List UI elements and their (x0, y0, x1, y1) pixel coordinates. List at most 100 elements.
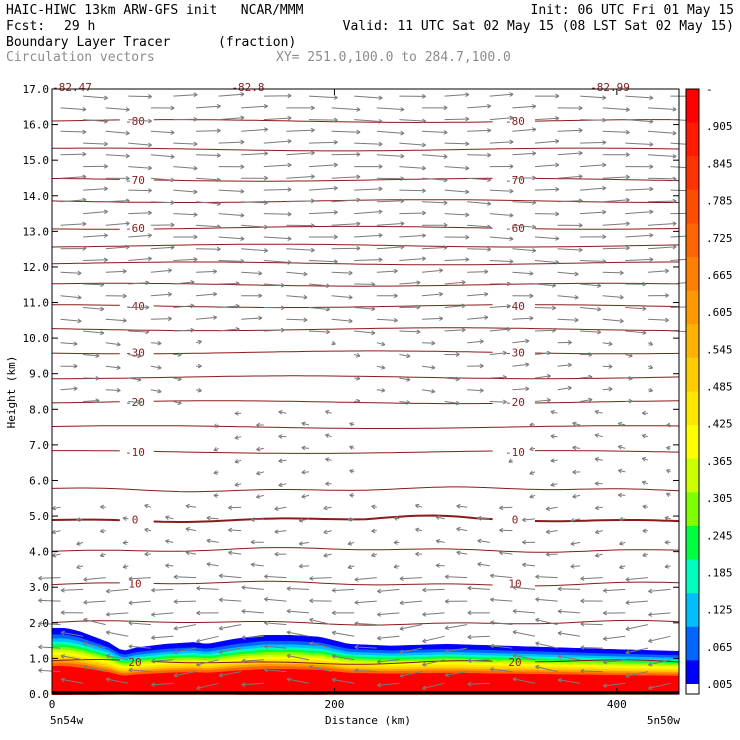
circulation-vector (173, 303, 195, 309)
colorbar-swatch (686, 290, 699, 325)
circulation-vector (534, 93, 560, 99)
circulation-vector (666, 422, 671, 428)
circulation-vector (617, 492, 626, 498)
circulation-vector (444, 352, 460, 357)
circulation-vector (572, 421, 581, 427)
circulation-vector (545, 529, 558, 535)
circulation-vector (173, 279, 195, 285)
circulation-vector (218, 212, 245, 218)
circulation-vector (195, 291, 218, 297)
circulation-vector (83, 641, 106, 649)
circulation-vector (535, 617, 558, 626)
circulation-vector (128, 188, 152, 193)
circulation-vector (173, 400, 182, 405)
circulation-vector (274, 506, 287, 511)
circulation-vector (195, 269, 218, 274)
circulation-vector (641, 433, 649, 439)
circulation-vector (377, 659, 400, 664)
circulation-vector (602, 635, 626, 641)
circulation-vector (122, 564, 129, 569)
circulation-vector (467, 681, 490, 687)
circulation-vector (421, 129, 448, 135)
circulation-vector (60, 246, 87, 251)
contour-top-label: -82.47 (52, 81, 92, 94)
circulation-vector (264, 574, 287, 579)
circulation-vector (278, 482, 287, 488)
contour-line (51, 199, 679, 203)
circulation-vector (308, 209, 338, 215)
circulation-vector (376, 244, 405, 250)
circulation-vector (165, 539, 174, 544)
colorbar-label: .905 (706, 120, 733, 133)
circulation-vector (173, 671, 197, 678)
circulation-vector (308, 329, 331, 335)
circulation-vector (331, 677, 355, 684)
circulation-vector (467, 585, 490, 591)
contour-label: -70 (125, 174, 145, 187)
circulation-vector (444, 234, 470, 240)
circulation-vector (393, 516, 400, 521)
circulation-vector (557, 271, 579, 277)
colorbar-swatch (686, 156, 699, 191)
circulation-vector (354, 398, 361, 404)
circulation-vector (51, 529, 61, 535)
circulation-vector (331, 107, 361, 112)
contour-label: 10 (128, 578, 141, 591)
circulation-vector (580, 234, 607, 240)
circulation-vector (399, 576, 423, 581)
circulation-vector (263, 211, 292, 217)
circulation-vector (218, 597, 242, 603)
circulation-vector (83, 118, 108, 124)
circulation-vector (264, 620, 287, 626)
circulation-vector (60, 106, 87, 112)
circulation-vector (647, 364, 654, 370)
circulation-vector (331, 340, 336, 346)
circulation-vector (499, 527, 513, 533)
circulation-vector (128, 165, 152, 171)
circulation-vector (580, 621, 603, 627)
circulation-vector (557, 654, 581, 661)
circulation-vector (76, 541, 84, 546)
circulation-vector (309, 617, 332, 626)
circulation-vector (308, 185, 338, 191)
circulation-vector (83, 617, 106, 626)
circulation-vector (354, 164, 383, 169)
circulation-vector (594, 481, 603, 486)
circulation-vector (580, 645, 603, 650)
circulation-vector (647, 341, 654, 346)
circulation-vector (331, 654, 355, 661)
x-tick-label: 200 (324, 698, 344, 711)
circulation-vector (128, 620, 151, 626)
circulation-vector (456, 526, 468, 532)
circulation-vector (331, 610, 355, 616)
circulation-vector (325, 481, 332, 487)
y-tick-label: 6.0 (29, 474, 49, 487)
circulation-vector (213, 493, 219, 498)
circulation-vector (570, 563, 581, 569)
circulation-vector (421, 245, 448, 250)
circulation-vector (421, 389, 436, 394)
circulation-vector (83, 398, 100, 404)
circulation-vector (173, 141, 198, 147)
circulation-vector (625, 353, 633, 358)
circulation-vector (467, 634, 490, 640)
y-tick-label: 17.0 (23, 83, 50, 96)
circulation-vector (128, 600, 151, 606)
circulation-vector (557, 294, 579, 300)
circulation-vector (647, 176, 677, 182)
circulation-vector (218, 303, 240, 309)
circulation-vector (647, 153, 677, 159)
circulation-vector (647, 268, 669, 274)
temperature-contours: -80 -80 -70 -70 -60 -60 -40 -40 -30 -30 -20 -20 -10 -… (51, 81, 680, 669)
colorbar-label: .485 (706, 381, 733, 394)
circulation-vector (421, 105, 448, 111)
circulation-vector (354, 118, 383, 124)
circulation-vector (213, 446, 219, 452)
circulation-vector (354, 353, 361, 358)
circulation-vector (263, 187, 292, 192)
circulation-vector (399, 304, 421, 310)
circulation-vector (173, 257, 198, 262)
circulation-vector (602, 318, 624, 324)
circulation-vector (580, 374, 593, 380)
